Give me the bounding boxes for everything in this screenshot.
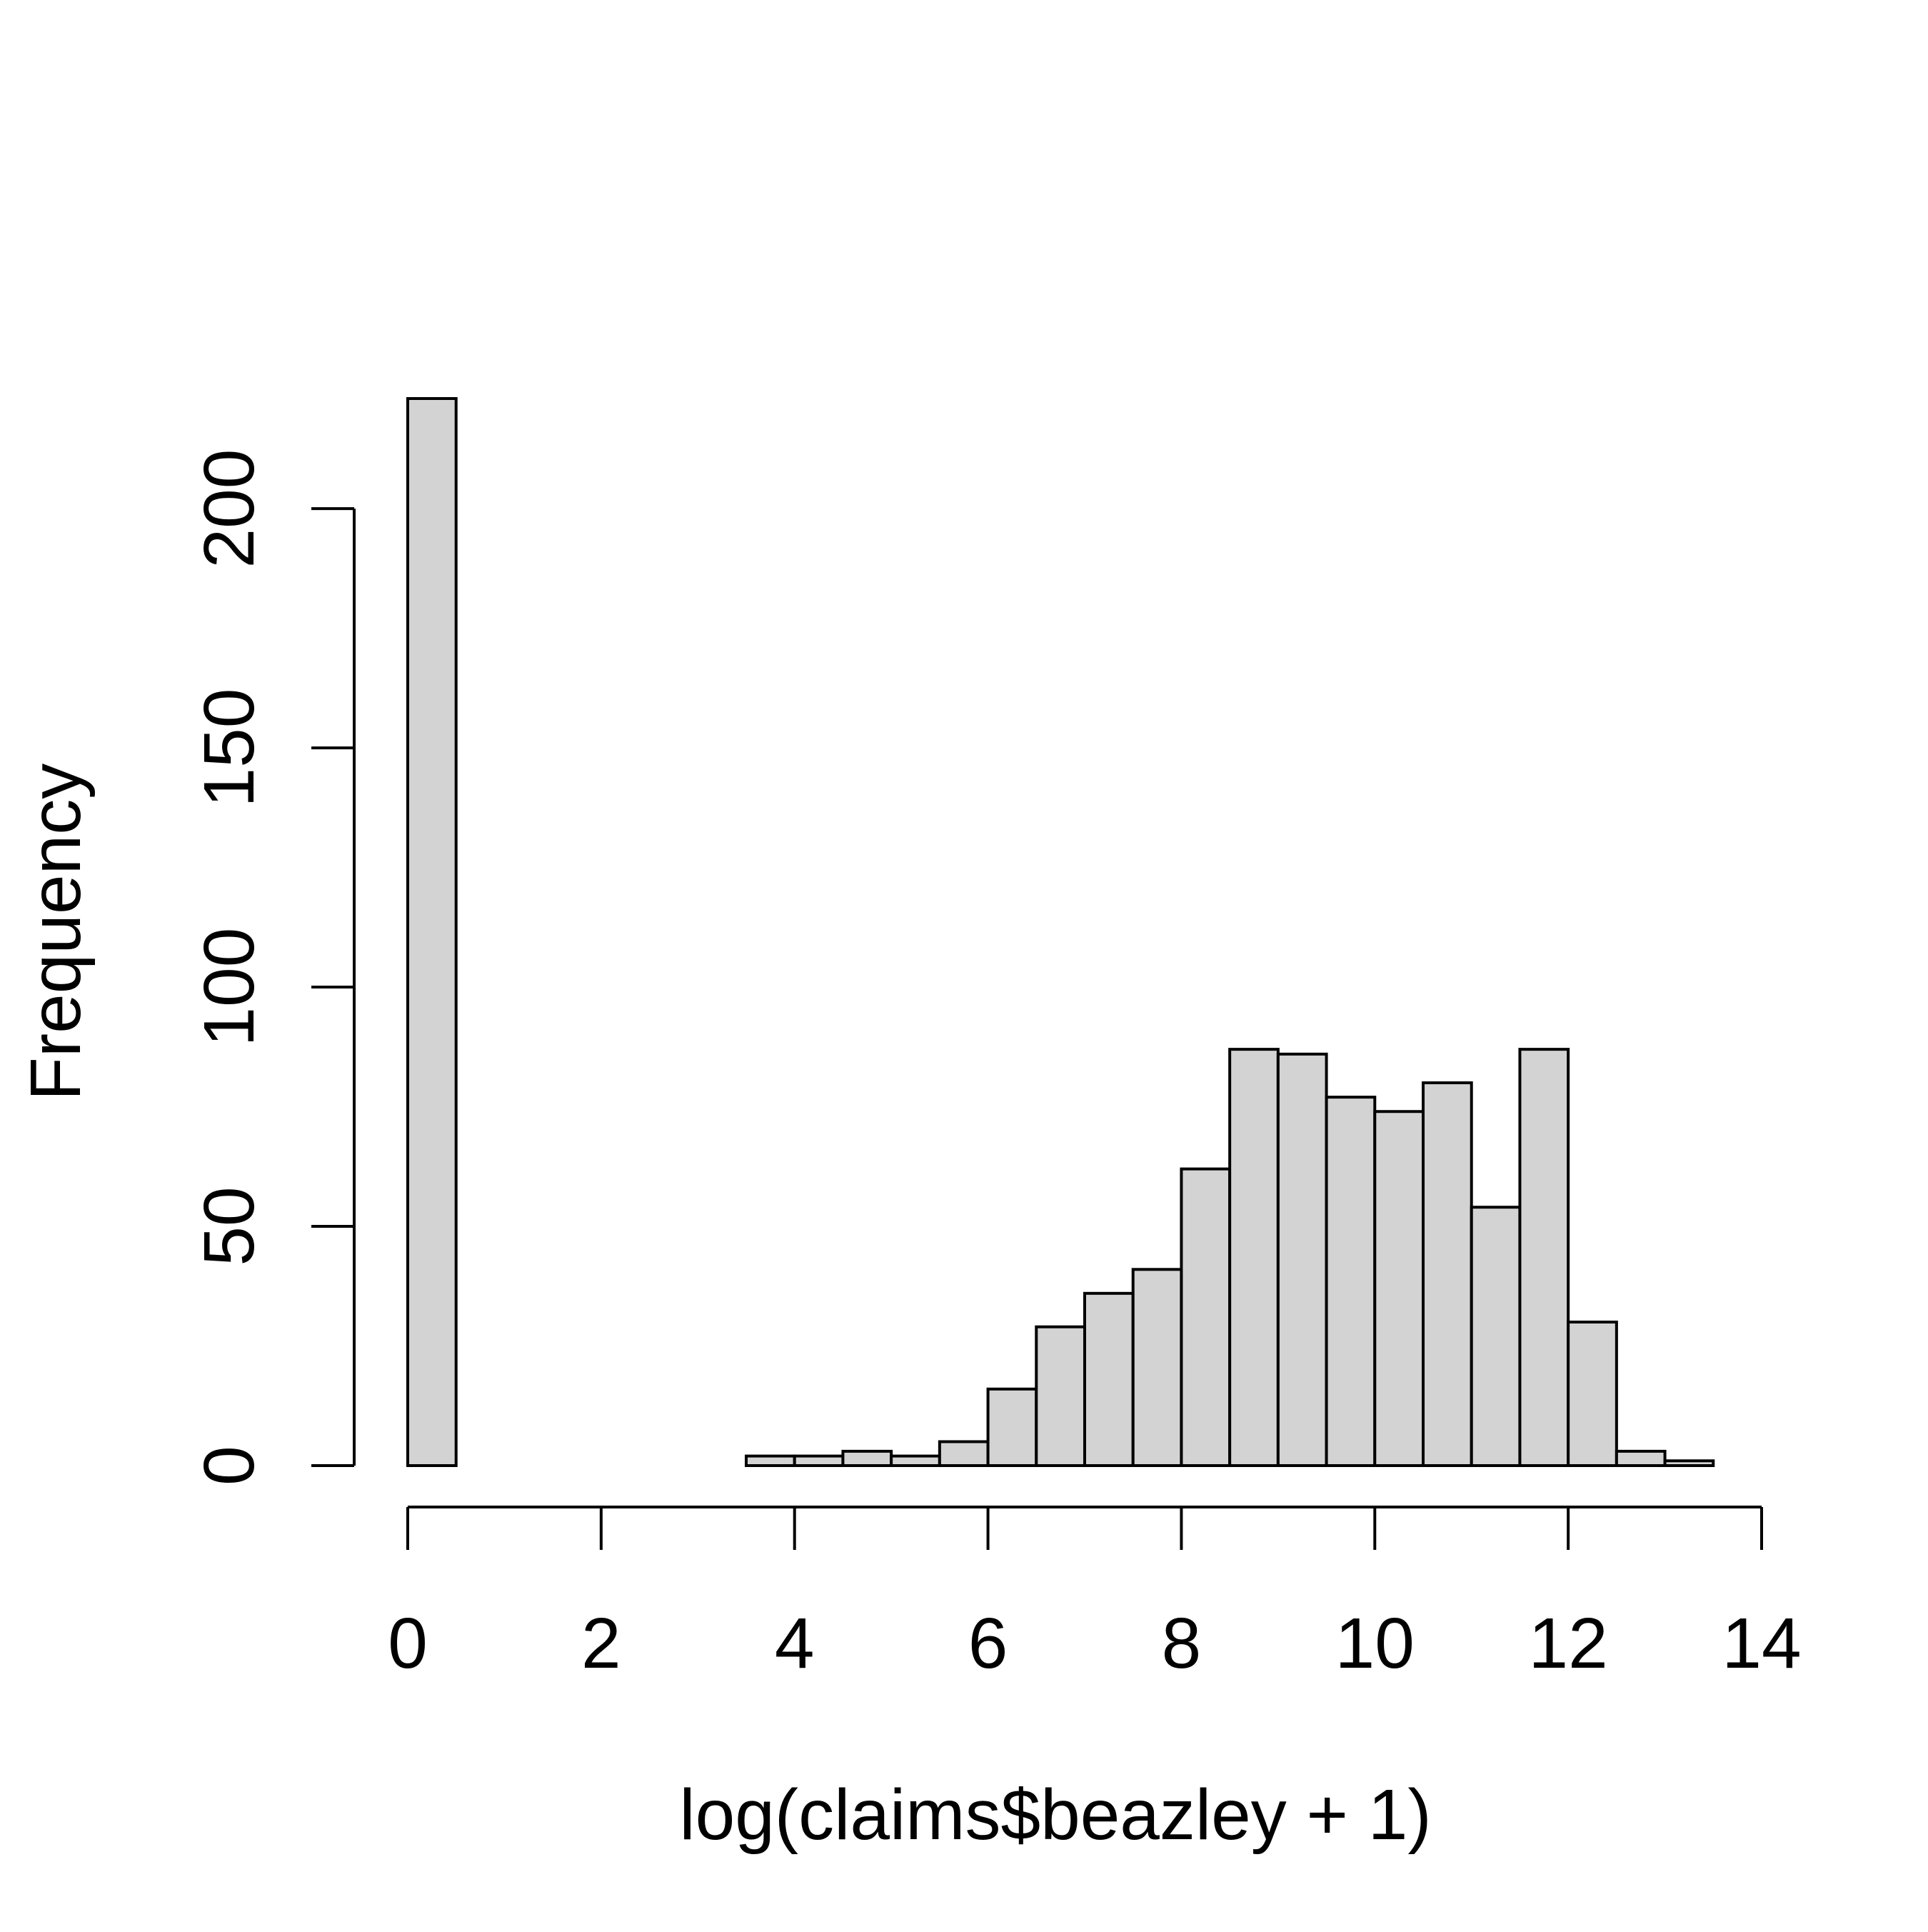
histogram-bar xyxy=(1567,1321,1618,1467)
y-axis-tick-label: 0 xyxy=(189,1446,269,1486)
histogram-bar xyxy=(986,1387,1038,1467)
histogram-bar xyxy=(1325,1096,1377,1467)
histogram-bar xyxy=(1422,1081,1473,1467)
x-axis: 0 2 4 6 8 10 12 14 xyxy=(388,1506,1802,1683)
histogram-bar xyxy=(406,397,458,1467)
x-axis-tick-label: 0 xyxy=(388,1603,428,1683)
x-axis-tick-label: 6 xyxy=(968,1603,1008,1683)
histogram-bar xyxy=(1663,1459,1715,1467)
histogram-bar xyxy=(1180,1167,1232,1467)
histogram-bar xyxy=(1035,1325,1087,1468)
x-axis-tick-label: 8 xyxy=(1162,1603,1202,1683)
histogram-bar xyxy=(745,1454,796,1468)
histogram-bar xyxy=(793,1454,845,1468)
y-axis-tick-label: 150 xyxy=(189,689,269,808)
x-axis-tick-label: 10 xyxy=(1335,1603,1415,1683)
histogram-bar xyxy=(938,1440,990,1467)
histogram-bar xyxy=(1228,1048,1280,1467)
y-axis: 0 50 100 150 200 xyxy=(189,449,356,1486)
histogram-bar xyxy=(1131,1268,1183,1467)
x-axis-label: log(claims$beazley + 1) xyxy=(679,1775,1431,1855)
y-axis-tick-label: 100 xyxy=(189,928,269,1047)
x-axis-tick-label: 14 xyxy=(1722,1603,1801,1683)
histogram-bar xyxy=(1276,1052,1328,1468)
histogram-bar xyxy=(890,1454,941,1468)
bars-layer xyxy=(406,397,1715,1468)
x-axis-tick-label: 12 xyxy=(1529,1603,1608,1683)
histogram-bar xyxy=(1518,1048,1570,1467)
histogram-bar xyxy=(1083,1291,1135,1468)
y-axis-tick-label: 50 xyxy=(189,1186,269,1266)
y-axis-label: Frequency xyxy=(16,764,96,1101)
histogram-bar xyxy=(841,1449,893,1468)
y-axis-tick-label: 200 xyxy=(189,449,269,569)
x-axis-tick-label: 2 xyxy=(581,1603,621,1683)
histogram-bar xyxy=(1615,1449,1667,1468)
x-axis-tick-label: 4 xyxy=(775,1603,815,1683)
histogram-bar xyxy=(1373,1110,1425,1467)
histogram-bar xyxy=(1470,1206,1522,1468)
